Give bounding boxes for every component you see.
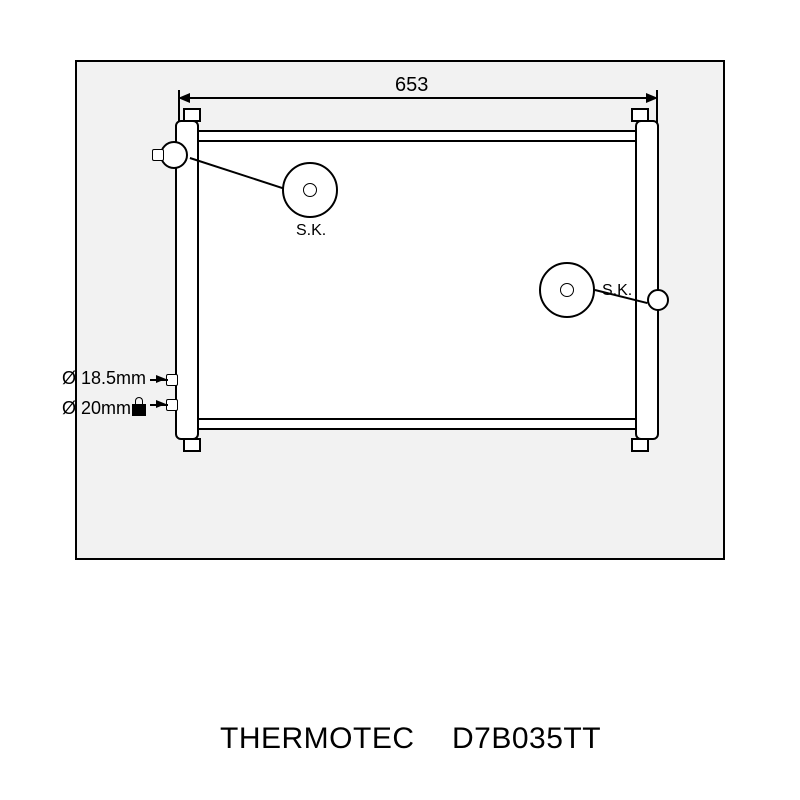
part-number: D7B035TT [452, 722, 601, 756]
sk1-center [303, 183, 317, 197]
dim-arrow-right [646, 93, 658, 103]
sk1-label: S.K. [296, 222, 326, 240]
right-port [647, 289, 669, 311]
inlet-port-neck [152, 149, 164, 161]
mount-tab-tl [183, 108, 201, 122]
tank-right [635, 120, 659, 440]
sk2-label: S.K. [602, 282, 632, 300]
dim-arrow-left [178, 93, 190, 103]
port-label-18-5: Ø 18.5mm [62, 368, 146, 389]
mount-tab-tr [631, 108, 649, 122]
dim-line-top [188, 97, 648, 99]
port-label-20: Ø 20mm [62, 398, 131, 419]
brand-label: THERMOTEC [220, 722, 415, 756]
mount-tab-bl [183, 438, 201, 452]
arrow-18-5 [156, 375, 166, 383]
dim-value-top: 653 [395, 74, 428, 97]
arrow-20 [156, 400, 166, 408]
sk2-center [560, 283, 574, 297]
mount-tab-br [631, 438, 649, 452]
core-bottom-line [197, 418, 637, 420]
lock-icon [132, 404, 146, 416]
inlet-port [160, 141, 188, 169]
core-top-line [197, 140, 637, 142]
diagram-canvas: 653 Ø 18.5mm Ø 20mm S.K. S.K. THERMOTEC … [0, 0, 800, 800]
